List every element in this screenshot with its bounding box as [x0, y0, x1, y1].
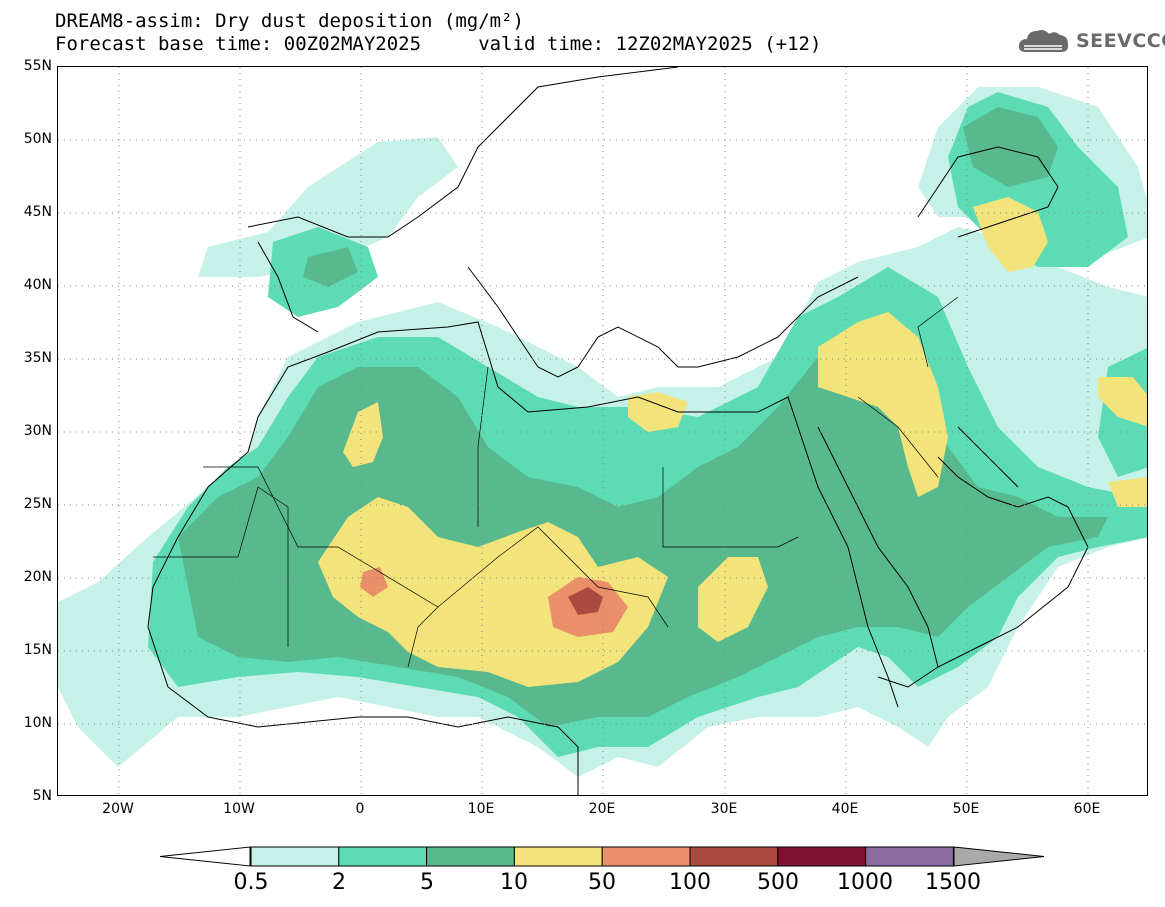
lat-label: 55N	[23, 58, 52, 74]
dust-deposition-map	[57, 66, 1148, 796]
seevccc-logo: SEEVCCC	[1018, 26, 1165, 56]
colorbar-box	[338, 846, 428, 867]
logo-text: SEEVCCC	[1076, 30, 1165, 52]
lon-label: 40E	[831, 801, 859, 817]
lat-label: 45N	[23, 204, 52, 220]
colorbar-label: 1500	[925, 870, 981, 895]
cloud-logo-icon	[1018, 30, 1069, 52]
colorbar-box	[865, 846, 954, 867]
lat-label: 25N	[23, 496, 52, 512]
lon-label: 30E	[710, 801, 738, 817]
colorbar-over-arrow	[953, 846, 1045, 867]
lat-label: 30N	[23, 423, 52, 439]
colorbar-box	[426, 846, 515, 867]
lon-label: 60E	[1073, 801, 1101, 817]
colorbar-label: 500	[757, 870, 799, 895]
lat-label: 10N	[23, 715, 52, 731]
colorbar-label: 1000	[837, 870, 893, 895]
map-title: DREAM8-assim: Dry dust deposition (mg/m²…	[55, 10, 524, 32]
colorbar-label: 5	[420, 870, 434, 895]
lat-label: 50N	[23, 131, 52, 147]
lat-label: 35N	[23, 350, 52, 366]
lon-label: 10W	[223, 801, 255, 817]
forecast-time-subtitle: Forecast base time: 00Z02MAY2025 valid t…	[55, 33, 822, 55]
colorbar-label: 10	[500, 870, 528, 895]
colorbar-box	[513, 846, 603, 867]
colorbar-label: 100	[669, 870, 711, 895]
colorbar-under-arrow	[160, 846, 251, 867]
level-10-area	[318, 197, 1147, 687]
lat-label: 20N	[23, 569, 52, 585]
colorbar-label: 2	[332, 870, 346, 895]
deposition-field	[58, 87, 1147, 777]
colorbar-label: 0.5	[233, 870, 269, 895]
lon-label: 50E	[952, 801, 980, 817]
lon-label: 10E	[467, 801, 495, 817]
colorbar-box	[250, 846, 340, 867]
lon-label: 20W	[102, 801, 134, 817]
colorbar-label: 50	[588, 870, 616, 895]
lat-label: 15N	[23, 642, 52, 658]
colorbar-box	[601, 846, 691, 867]
colorbar	[160, 846, 1045, 867]
lat-label: 5N	[32, 788, 52, 804]
colorbar-box	[689, 846, 779, 867]
lon-label: 20E	[588, 801, 616, 817]
colorbar-boxes	[250, 846, 954, 867]
country-borders	[153, 296, 959, 668]
lon-label: 0	[355, 801, 365, 817]
level-100-area	[568, 587, 603, 615]
colorbar-box	[777, 846, 867, 867]
lat-label: 40N	[23, 277, 52, 293]
